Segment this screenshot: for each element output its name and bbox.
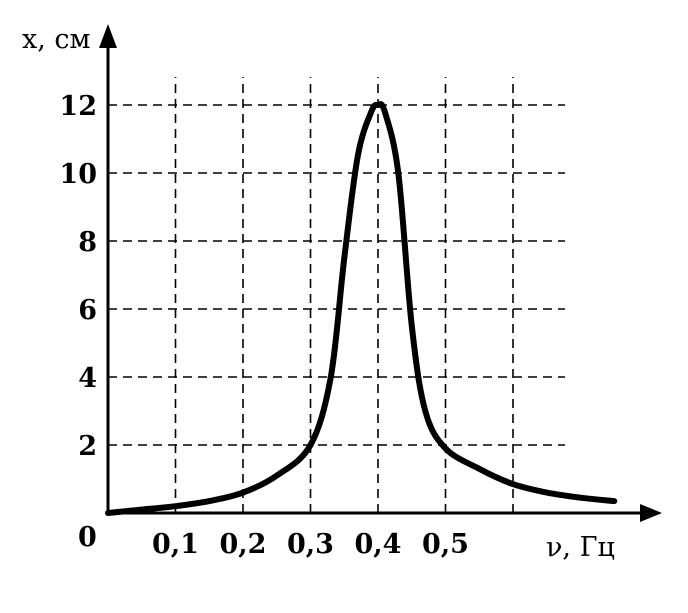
y-axis-arrow (99, 24, 117, 48)
axes (99, 24, 662, 522)
x-tick-label: 0,5 (422, 529, 469, 560)
x-tick-label: 0,2 (220, 529, 267, 560)
grid (108, 77, 565, 513)
x-axis-arrow (640, 504, 662, 522)
x-tick-label: 0,3 (287, 529, 334, 560)
x-axis-label: ν, Гц (546, 532, 615, 563)
y-tick-label: 6 (78, 295, 97, 326)
tick-labels: 0,1 0,2 0,3 0,4 0,5 2 4 6 8 10 12 (59, 91, 469, 560)
y-tick-label: 10 (59, 159, 97, 190)
x-tick-label: 0,1 (152, 529, 199, 560)
y-tick-label: 4 (78, 363, 97, 394)
y-tick-label: 8 (78, 227, 97, 258)
y-tick-label: 12 (59, 91, 97, 122)
y-axis-label: x, см (22, 24, 91, 55)
origin-label: 0 (78, 522, 97, 553)
x-tick-label: 0,4 (355, 529, 402, 560)
y-tick-label: 2 (78, 431, 97, 462)
series-line (105, 101, 618, 516)
